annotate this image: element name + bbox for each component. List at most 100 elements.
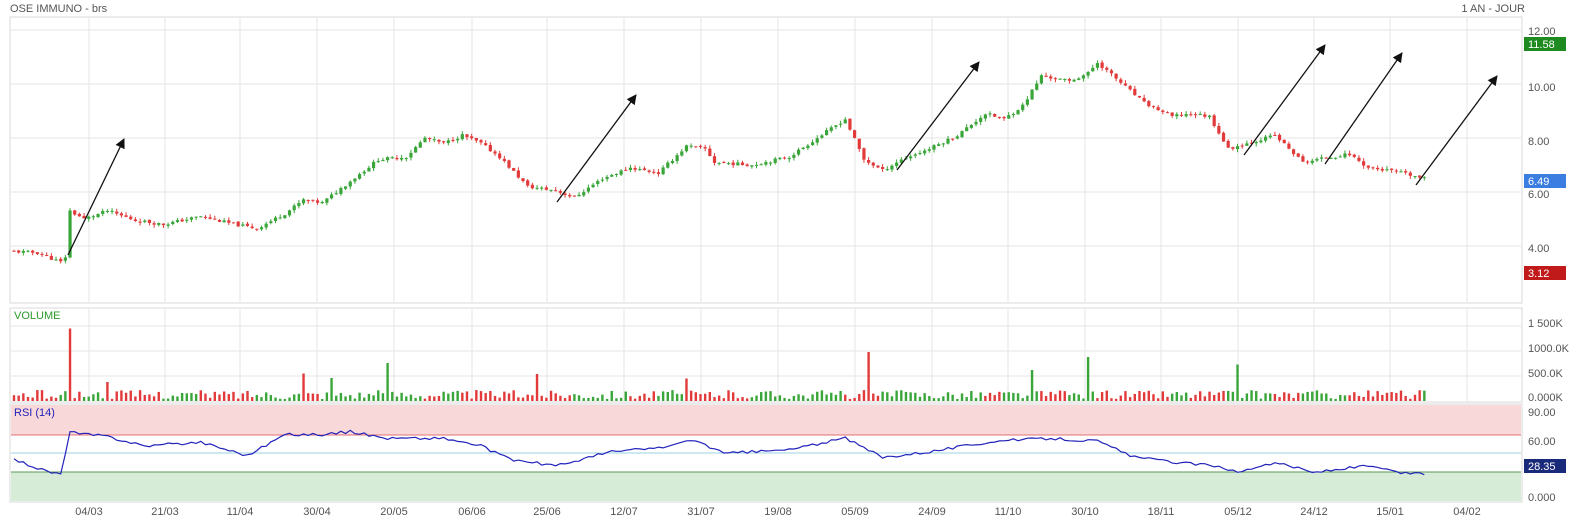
candle-body bbox=[684, 145, 689, 152]
candle-body bbox=[1044, 75, 1048, 77]
volume-bar bbox=[1320, 393, 1323, 401]
volume-bar bbox=[264, 392, 268, 401]
volume-bar bbox=[138, 390, 142, 401]
volume-bar bbox=[409, 394, 413, 401]
volume-bar bbox=[610, 390, 613, 401]
candle-body bbox=[787, 158, 791, 160]
candle-body bbox=[1259, 140, 1263, 143]
low-price-label: 3.12 bbox=[1528, 268, 1549, 280]
volume-bar bbox=[904, 391, 908, 401]
volume-bar bbox=[1161, 391, 1165, 401]
candle-body bbox=[843, 119, 847, 124]
volume-bar bbox=[1026, 395, 1029, 401]
volume-bar bbox=[965, 397, 968, 401]
candle-body bbox=[1147, 101, 1151, 107]
candle-body bbox=[974, 121, 978, 125]
volume-bar bbox=[587, 397, 590, 401]
volume-bar bbox=[498, 397, 501, 401]
volume-bar bbox=[349, 395, 352, 401]
candle-body bbox=[287, 210, 292, 216]
volume-bar bbox=[1315, 390, 1319, 401]
candle-body bbox=[824, 130, 829, 136]
candle-body bbox=[1053, 78, 1058, 80]
candle-body bbox=[1399, 171, 1403, 173]
volume-bar bbox=[1105, 390, 1108, 401]
candle-body bbox=[371, 161, 376, 169]
last-price-label: 6.49 bbox=[1528, 176, 1549, 188]
volume-bar bbox=[717, 395, 721, 401]
candle-body bbox=[101, 210, 105, 214]
volume-bar bbox=[1245, 393, 1249, 401]
volume-bar bbox=[629, 396, 632, 401]
candle-body bbox=[1175, 114, 1179, 117]
candle-body bbox=[1114, 73, 1118, 79]
candle-body bbox=[834, 125, 838, 127]
candle-body bbox=[1422, 177, 1426, 179]
price-tick-8: 8.00 bbox=[1528, 136, 1549, 148]
candle-body bbox=[54, 259, 58, 261]
candle-body bbox=[754, 164, 759, 166]
volume-bar bbox=[984, 395, 987, 401]
candle-body bbox=[343, 186, 348, 189]
rsi-overbought-zone bbox=[11, 405, 1521, 435]
candle-body bbox=[512, 168, 516, 171]
candle-body bbox=[694, 146, 698, 148]
candle-body bbox=[414, 147, 418, 153]
candle-body bbox=[792, 154, 796, 158]
candle-body bbox=[568, 194, 572, 197]
candle-body bbox=[586, 187, 591, 192]
volume-bar bbox=[797, 394, 800, 401]
volume-bar bbox=[1329, 398, 1333, 401]
x-tick-label: 21/03 bbox=[151, 506, 179, 518]
volume-bar bbox=[1353, 392, 1356, 401]
candle-body bbox=[185, 219, 189, 221]
volume-bar bbox=[484, 393, 487, 401]
volume-bar bbox=[811, 394, 814, 401]
volume-bar bbox=[353, 398, 357, 401]
candle-body bbox=[778, 157, 782, 160]
volume-bar bbox=[1002, 392, 1006, 401]
volume-bar bbox=[307, 393, 310, 401]
candle-body bbox=[951, 138, 955, 140]
candle-body bbox=[1329, 157, 1333, 159]
volume-bar bbox=[297, 393, 301, 401]
candle-body bbox=[558, 191, 562, 193]
x-tick-label: 04/03 bbox=[75, 506, 103, 518]
x-tick-label: 11/04 bbox=[227, 506, 254, 518]
candle-body bbox=[969, 124, 973, 128]
volume-bar bbox=[647, 397, 651, 401]
volume-bar bbox=[1189, 397, 1193, 401]
candle-body bbox=[773, 158, 777, 163]
candle-body bbox=[712, 156, 717, 163]
candle-body bbox=[35, 252, 39, 254]
candle-body bbox=[157, 222, 161, 225]
chart-title: OSE IMMUNO - brs bbox=[10, 3, 108, 15]
volume-bar bbox=[844, 394, 847, 401]
volume-bar bbox=[12, 395, 16, 401]
candle-body bbox=[1091, 67, 1095, 72]
candle-body bbox=[502, 158, 506, 161]
volume-bar bbox=[101, 398, 104, 401]
volume-bar bbox=[358, 392, 361, 401]
volume-bar bbox=[260, 397, 263, 401]
candle-body bbox=[614, 173, 619, 175]
candle-body bbox=[45, 255, 49, 257]
volume-bar bbox=[1170, 393, 1174, 401]
candle-body bbox=[801, 147, 805, 150]
volume-bar bbox=[1030, 370, 1034, 401]
candle-body bbox=[899, 159, 903, 163]
volume-bar bbox=[974, 397, 978, 401]
volume-bar bbox=[937, 398, 940, 401]
volume-bar bbox=[1348, 395, 1351, 401]
volume-bar bbox=[1273, 393, 1277, 401]
candle-body bbox=[180, 219, 184, 222]
candle-body bbox=[1357, 157, 1361, 161]
volume-bar bbox=[816, 391, 819, 401]
volume-bar bbox=[395, 396, 399, 401]
candle-body bbox=[1035, 83, 1039, 90]
volume-bar bbox=[1423, 390, 1426, 401]
volume-bar bbox=[909, 392, 912, 401]
volume-bar bbox=[255, 394, 259, 401]
candle-body bbox=[1151, 106, 1156, 108]
